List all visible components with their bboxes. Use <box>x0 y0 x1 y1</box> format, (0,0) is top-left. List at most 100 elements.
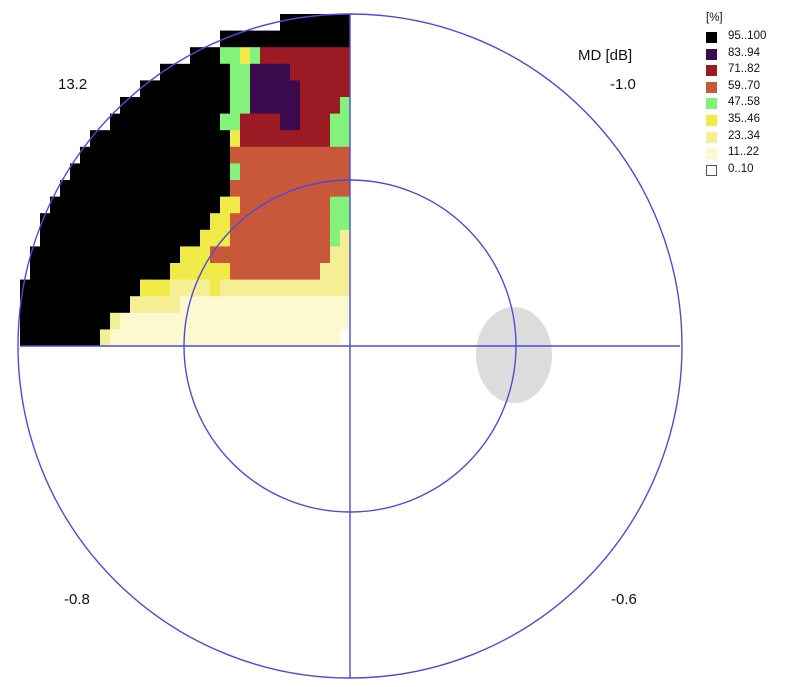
legend-item: 59..70 <box>706 80 798 97</box>
heatmap-cell <box>40 329 51 347</box>
heatmap-cell <box>200 329 211 347</box>
heatmap-cell <box>320 63 331 81</box>
heatmap-cell <box>20 329 31 347</box>
heatmap-cell <box>260 196 271 214</box>
heatmap-cell <box>270 229 281 247</box>
heatmap-cell <box>210 213 221 231</box>
heatmap-cell <box>120 196 131 214</box>
heatmap-cell <box>60 296 71 314</box>
heatmap-cell <box>210 80 221 98</box>
heatmap-cell <box>340 263 351 280</box>
heatmap-cell <box>250 196 261 214</box>
heatmap-cell <box>310 130 321 148</box>
heatmap-cell <box>300 130 311 148</box>
heatmap-cell <box>110 263 121 280</box>
heatmap-cell <box>320 213 331 231</box>
heatmap-cell <box>340 279 351 297</box>
heatmap-cell <box>150 97 161 114</box>
heatmap-cell <box>230 146 241 164</box>
heatmap-cell <box>250 97 261 114</box>
heatmap-cell <box>250 279 261 297</box>
heatmap-cell <box>70 163 81 181</box>
heatmap-cell <box>240 130 251 148</box>
heatmap-cell <box>170 130 181 148</box>
heatmap-cell <box>290 196 301 214</box>
heatmap-cell <box>170 279 181 297</box>
heatmap-cell <box>160 263 171 280</box>
heatmap-cell <box>140 296 151 314</box>
heatmap-cell <box>70 196 81 214</box>
heatmap-cell <box>90 263 101 280</box>
heatmap-cell <box>90 130 101 148</box>
heatmap-cell <box>230 312 241 330</box>
heatmap-cell <box>290 213 301 231</box>
heatmap-cell <box>20 296 31 314</box>
heatmap-cell <box>290 180 301 197</box>
md-lower-left: -0.8 <box>64 591 90 608</box>
heatmap-cell <box>190 213 201 231</box>
heatmap-cell <box>210 146 221 164</box>
heatmap-cell <box>220 47 231 65</box>
heatmap-cell <box>290 97 301 114</box>
heatmap-cell <box>140 146 151 164</box>
heatmap-cell <box>290 263 301 280</box>
heatmap-cell <box>40 263 51 280</box>
heatmap-cell <box>310 47 321 65</box>
heatmap-cell <box>50 329 61 347</box>
legend-item: 11..22 <box>706 146 798 163</box>
heatmap-cell <box>50 196 61 214</box>
heatmap-cell <box>190 130 201 148</box>
heatmap-cell <box>170 263 181 280</box>
heatmap-cell <box>280 312 291 330</box>
heatmap-cell <box>110 113 121 131</box>
heatmap-cell <box>230 196 241 214</box>
heatmap-cell <box>310 279 321 297</box>
heatmap-cell <box>120 113 131 131</box>
heatmap-cell <box>320 130 331 148</box>
heatmap-cell <box>320 97 331 114</box>
heatmap-cell <box>210 47 221 65</box>
heatmap-cell <box>200 279 211 297</box>
legend-unit: [%] <box>706 12 723 24</box>
heatmap-cell <box>150 80 161 98</box>
heatmap-cell <box>120 130 131 148</box>
heatmap-cell <box>220 312 231 330</box>
heatmap-cell <box>130 279 141 297</box>
heatmap-cell <box>270 80 281 98</box>
heatmap-cell <box>270 180 281 197</box>
heatmap-cell <box>310 312 321 330</box>
heatmap-cell <box>310 229 321 247</box>
heatmap-cell <box>260 180 271 197</box>
heatmap-cell <box>190 296 201 314</box>
heatmap-cell <box>120 213 131 231</box>
heatmap-cell <box>260 312 271 330</box>
heatmap-cell <box>300 246 311 264</box>
heatmap-cell <box>90 229 101 247</box>
heatmap-cell <box>280 213 291 231</box>
heatmap-cell <box>260 146 271 164</box>
heatmap-cell <box>170 196 181 214</box>
heatmap-cell <box>220 296 231 314</box>
heatmap-cell <box>280 146 291 164</box>
heatmap-cell <box>290 329 301 347</box>
heatmap-cell <box>110 130 121 148</box>
heatmap-cell <box>130 146 141 164</box>
heatmap-cell <box>80 312 91 330</box>
heatmap-cell <box>190 246 201 264</box>
heatmap-cell <box>310 97 321 114</box>
heatmap-cell <box>110 229 121 247</box>
heatmap-cell <box>280 246 291 264</box>
heatmap-cell <box>220 229 231 247</box>
heatmap-cell <box>130 263 141 280</box>
heatmap-cell <box>60 213 71 231</box>
heatmap-cell <box>150 180 161 197</box>
heatmap-cell <box>120 97 131 114</box>
heatmap-cell <box>200 296 211 314</box>
heatmap-cell <box>190 329 201 347</box>
heatmap-cell <box>90 180 101 197</box>
heatmap-cell <box>210 296 221 314</box>
heatmap-cell <box>50 246 61 264</box>
legend-label: 11..22 <box>728 146 760 159</box>
heatmap-cell <box>110 196 121 214</box>
heatmap-cell <box>210 63 221 81</box>
